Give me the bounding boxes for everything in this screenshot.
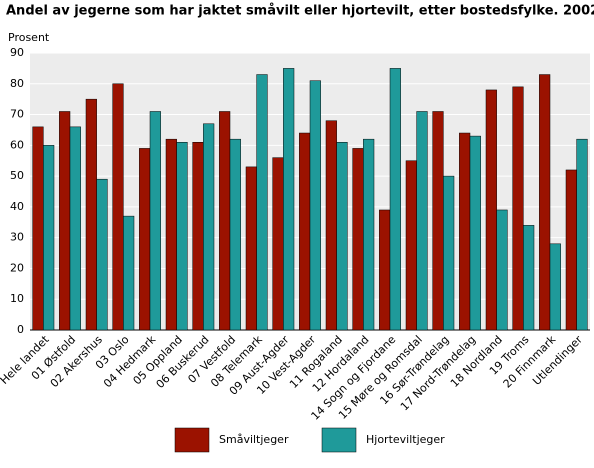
bar [203, 123, 215, 331]
legend-swatch [321, 427, 357, 453]
bar [432, 111, 444, 331]
bar [69, 126, 81, 331]
bar [272, 157, 284, 331]
y-tick-label: 20 [10, 261, 24, 274]
bar [43, 145, 55, 331]
bar [523, 225, 535, 331]
y-tick-label: 80 [10, 77, 24, 90]
bar [539, 74, 551, 331]
bar [336, 142, 348, 331]
bar [85, 98, 97, 331]
bar [59, 111, 71, 331]
bar [32, 126, 44, 331]
y-tick-label: 30 [10, 231, 24, 244]
bar [309, 80, 321, 331]
y-tick-label: 60 [10, 138, 24, 151]
bar [352, 148, 364, 331]
legend-swatch [174, 427, 210, 453]
bar [325, 120, 337, 331]
bar [165, 138, 177, 331]
bar [192, 142, 204, 331]
bar [469, 135, 481, 331]
bar [123, 215, 135, 331]
bar [496, 209, 508, 331]
bar [576, 138, 588, 331]
legend-label: Småviltjeger [219, 433, 289, 446]
bar [176, 142, 188, 331]
bar [256, 74, 268, 331]
bar [96, 178, 108, 331]
bar [405, 160, 417, 331]
bar [389, 68, 401, 331]
bar [512, 86, 524, 331]
chart-title: Andel av jegerne som har jaktet småvilt … [6, 4, 594, 19]
y-tick-label: 50 [10, 169, 24, 182]
y-tick-label: 10 [10, 292, 24, 305]
y-tick-label: 40 [10, 200, 24, 213]
bar [443, 175, 455, 331]
legend-label: Hjorteviltjeger [366, 433, 445, 446]
y-tick-label: 0 [17, 323, 24, 336]
y-tick-label: 90 [10, 46, 24, 59]
bar [299, 132, 311, 331]
bar [283, 68, 295, 331]
bar [459, 132, 471, 331]
bar [379, 209, 391, 331]
bar [149, 111, 161, 331]
y-tick-label: 70 [10, 108, 24, 121]
bar [565, 169, 577, 331]
bar [416, 111, 428, 331]
bar [549, 243, 561, 331]
bar [485, 89, 497, 331]
y-axis-label: Prosent [8, 31, 50, 44]
bar [139, 148, 151, 331]
bar [245, 166, 257, 331]
bar [112, 83, 124, 331]
bar [219, 111, 231, 331]
bar [363, 138, 375, 331]
bar [229, 138, 241, 331]
